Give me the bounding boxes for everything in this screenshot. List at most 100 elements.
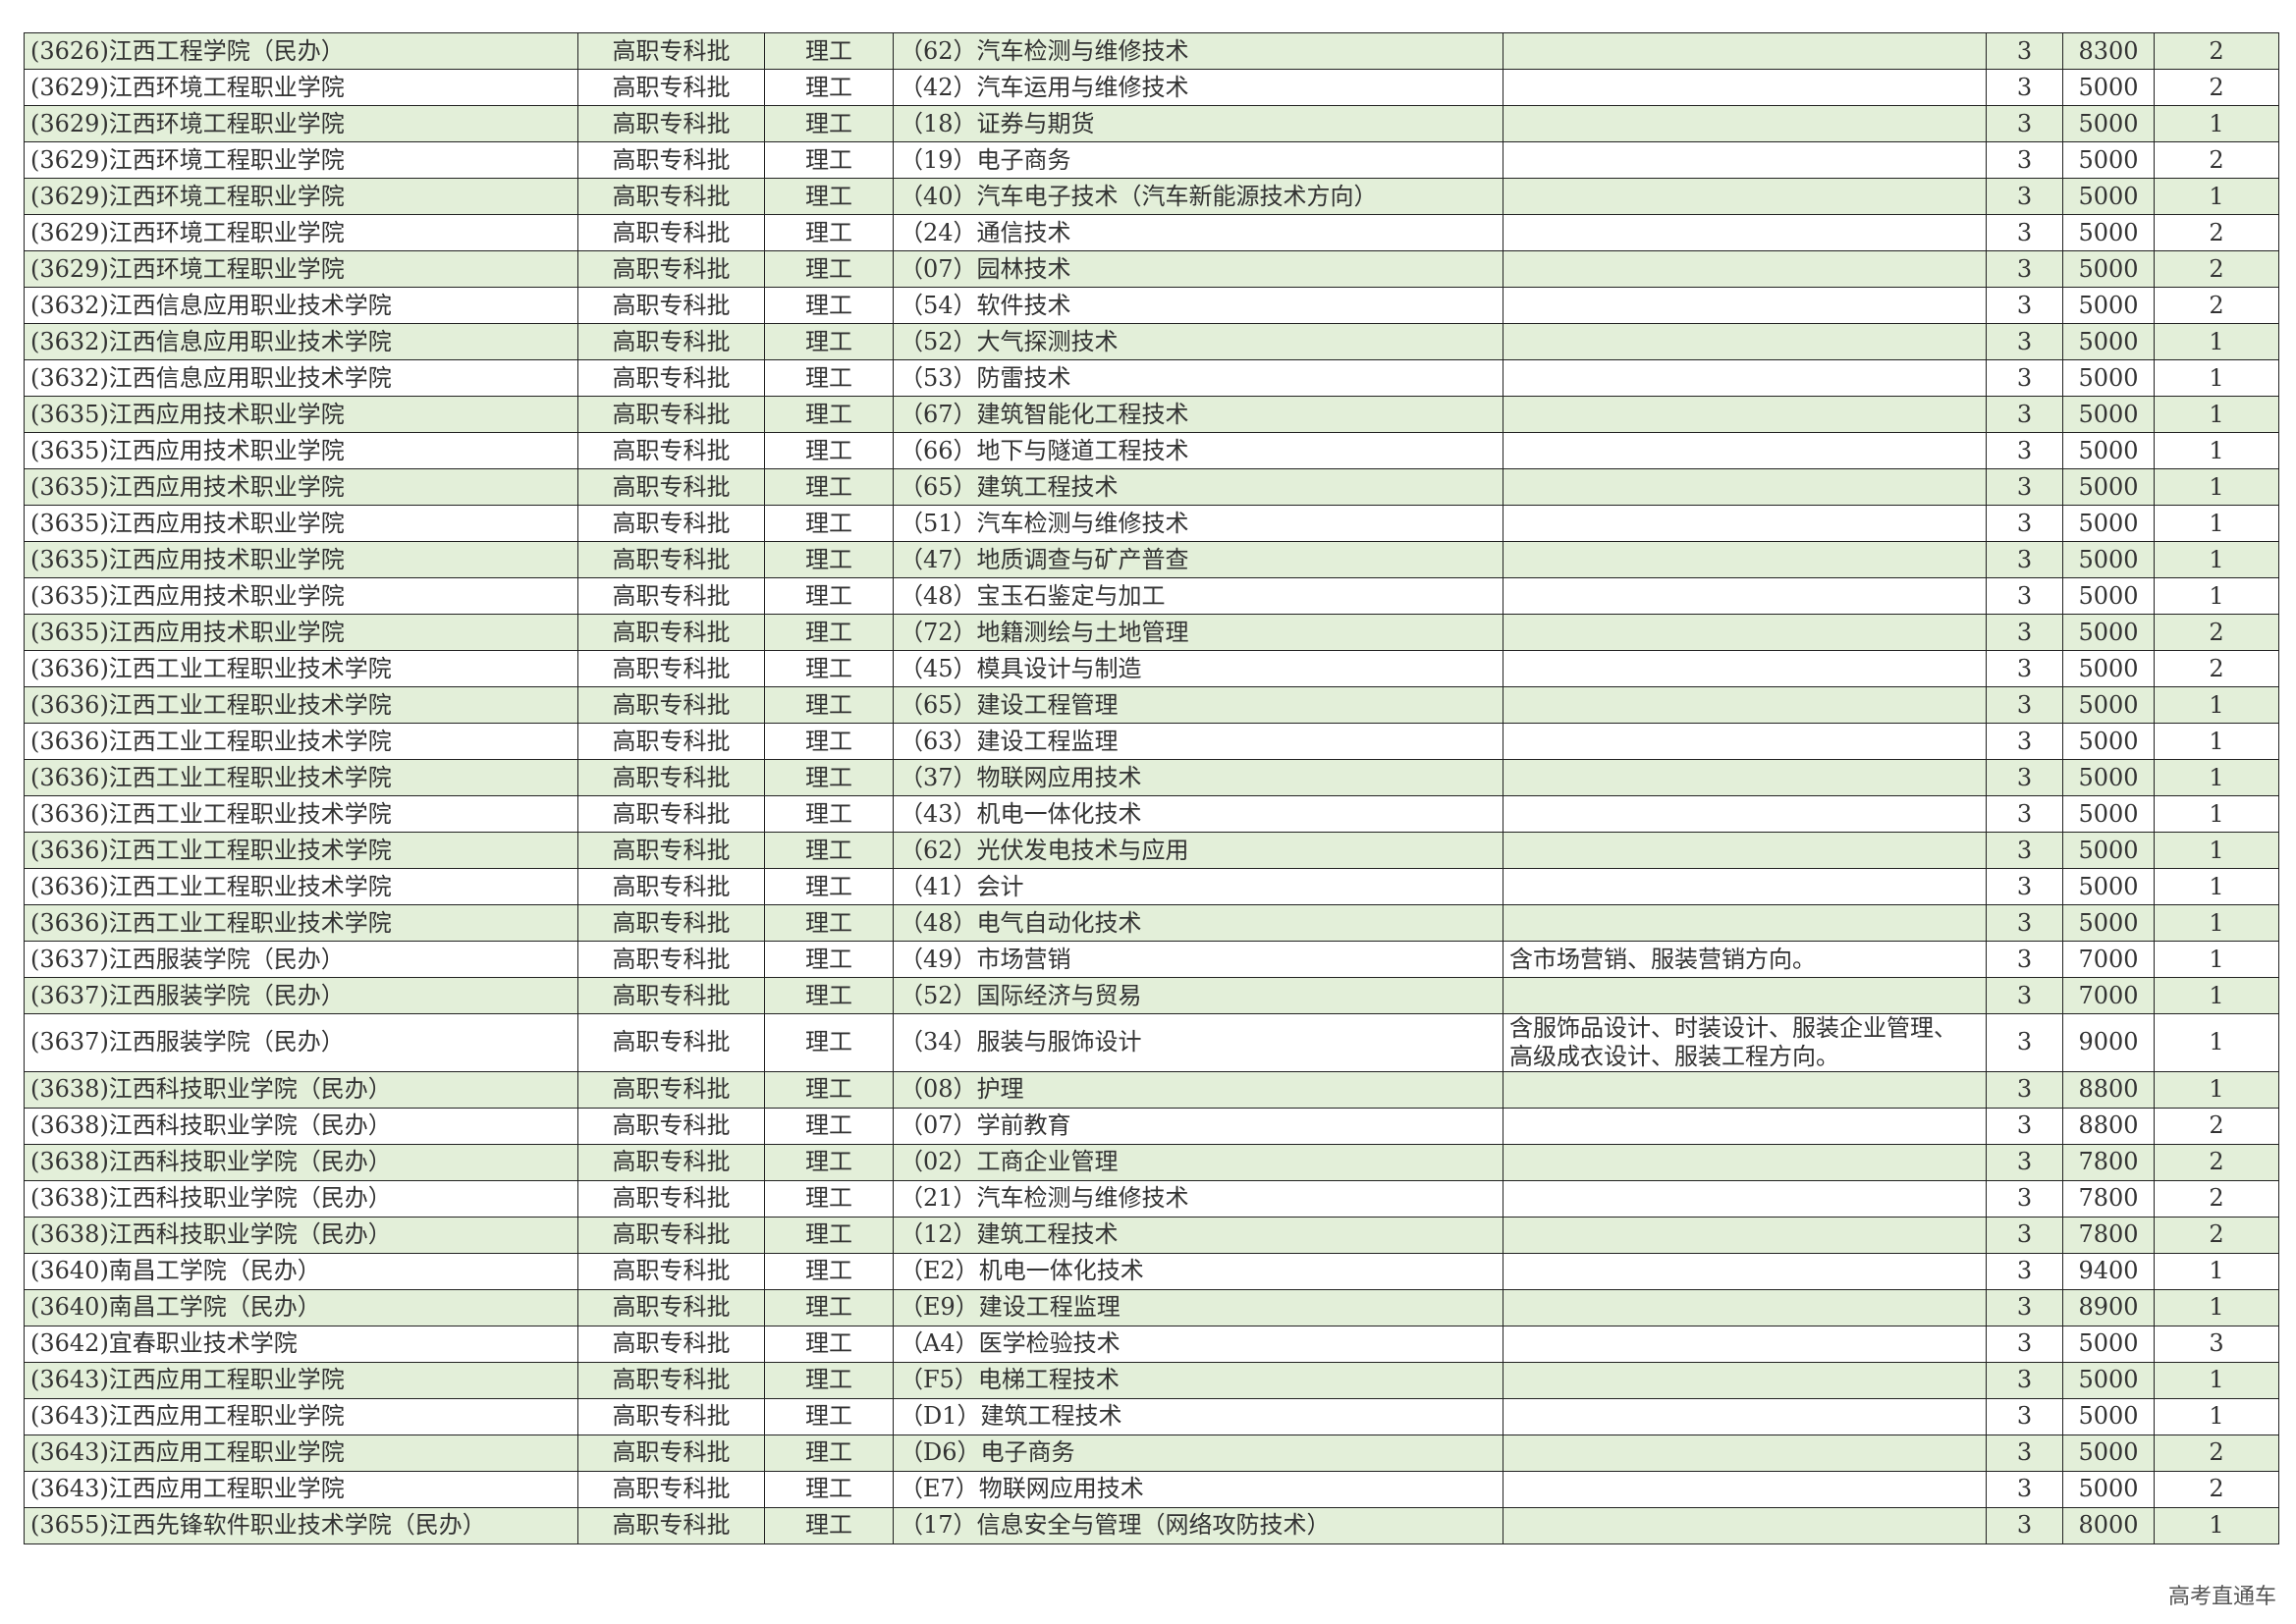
school-cell: (3636)江西工业工程职业技术学院: [24, 686, 578, 724]
years-cell: 3: [1986, 1013, 2063, 1072]
years-cell: 3: [1986, 323, 2063, 360]
table-row: (3642)宜春职业技术学院 高职专科批 理工 （A4）医学检验技术 3 5000 3: [24, 1325, 2279, 1363]
batch-cell: 高职专科批: [577, 1361, 765, 1399]
fee-cell: 5000: [2062, 359, 2155, 397]
years-cell: 3: [1986, 1070, 2063, 1109]
fee-cell: 5000: [2062, 69, 2155, 106]
major-cell: （A4）医学检验技术: [893, 1325, 1503, 1363]
school-cell: (3626)江西工程学院（民办）: [24, 32, 578, 70]
type-cell: 理工: [764, 1070, 894, 1109]
type-cell: 理工: [764, 1361, 894, 1399]
count-cell: 2: [2154, 287, 2279, 324]
school-cell: (3643)江西应用工程职业学院: [24, 1361, 578, 1399]
note-cell: [1503, 1252, 1987, 1290]
school-cell: (3640)南昌工学院（民办）: [24, 1252, 578, 1290]
table-row: (3636)江西工业工程职业技术学院 高职专科批 理工 （37）物联网应用技术 3 500…: [24, 759, 2279, 796]
note-cell: [1503, 723, 1987, 760]
type-cell: 理工: [764, 323, 894, 360]
table-row: (3635)江西应用技术职业学院 高职专科批 理工 （48）宝玉石鉴定与加工 3 5000…: [24, 577, 2279, 615]
note-cell: [1503, 759, 1987, 796]
count-cell: 1: [2154, 178, 2279, 215]
count-cell: 1: [2154, 723, 2279, 760]
school-cell: (3636)江西工业工程职业技术学院: [24, 795, 578, 833]
school-cell: (3637)江西服装学院（民办）: [24, 941, 578, 978]
type-cell: 理工: [764, 795, 894, 833]
table-row: (3640)南昌工学院（民办） 高职专科批 理工 （E2）机电一体化技术 3 9400 1: [24, 1252, 2279, 1290]
table-row: (3636)江西工业工程职业技术学院 高职专科批 理工 （48）电气自动化技术 3 500…: [24, 904, 2279, 942]
fee-cell: 5000: [2062, 178, 2155, 215]
years-cell: 3: [1986, 178, 2063, 215]
school-cell: (3637)江西服装学院（民办）: [24, 977, 578, 1014]
major-cell: （51）汽车检测与维修技术: [893, 505, 1503, 542]
major-cell: （54）软件技术: [893, 287, 1503, 324]
batch-cell: 高职专科批: [577, 1325, 765, 1363]
school-cell: (3636)江西工业工程职业技术学院: [24, 904, 578, 942]
table-row: (3629)江西环境工程职业学院 高职专科批 理工 （42）汽车运用与维修技术 3 500…: [24, 69, 2279, 106]
fee-cell: 5000: [2062, 577, 2155, 615]
note-cell: [1503, 323, 1987, 360]
note-cell: [1503, 250, 1987, 288]
major-cell: （24）通信技术: [893, 214, 1503, 251]
fee-cell: 5000: [2062, 541, 2155, 578]
batch-cell: 高职专科批: [577, 69, 765, 106]
major-cell: （42）汽车运用与维修技术: [893, 69, 1503, 106]
count-cell: 1: [2154, 432, 2279, 469]
table-row: (3635)江西应用技术职业学院 高职专科批 理工 （51）汽车检测与维修技术 3 500…: [24, 505, 2279, 542]
major-cell: （72）地籍测绘与土地管理: [893, 614, 1503, 651]
batch-cell: 高职专科批: [577, 1506, 765, 1544]
school-cell: (3629)江西环境工程职业学院: [24, 250, 578, 288]
type-cell: 理工: [764, 250, 894, 288]
school-cell: (3636)江西工业工程职业技术学院: [24, 759, 578, 796]
years-cell: 3: [1986, 1107, 2063, 1145]
fee-cell: 8300: [2062, 32, 2155, 70]
fee-cell: 8000: [2062, 1506, 2155, 1544]
fee-cell: 5000: [2062, 468, 2155, 506]
school-cell: (3643)江西应用工程职业学院: [24, 1397, 578, 1435]
note-cell: [1503, 359, 1987, 397]
note-cell: [1503, 105, 1987, 142]
years-cell: 3: [1986, 614, 2063, 651]
type-cell: 理工: [764, 287, 894, 324]
table-row: (3643)江西应用工程职业学院 高职专科批 理工 （E7）物联网应用技术 3 5000 2: [24, 1470, 2279, 1508]
count-cell: 2: [2154, 1434, 2279, 1472]
batch-cell: 高职专科批: [577, 1013, 765, 1072]
note-cell: [1503, 868, 1987, 905]
fee-cell: 5000: [2062, 759, 2155, 796]
note-cell: [1503, 396, 1987, 433]
school-cell: (3635)江西应用技术职业学院: [24, 396, 578, 433]
type-cell: 理工: [764, 577, 894, 615]
count-cell: 1: [2154, 941, 2279, 978]
school-cell: (3638)江西科技职业学院（民办）: [24, 1179, 578, 1218]
years-cell: 3: [1986, 1506, 2063, 1544]
count-cell: 1: [2154, 1397, 2279, 1435]
years-cell: 3: [1986, 505, 2063, 542]
major-cell: （34）服装与服饰设计: [893, 1013, 1503, 1072]
type-cell: 理工: [764, 69, 894, 106]
table-row: (3637)江西服装学院（民办） 高职专科批 理工 （52）国际经济与贸易 3 7000 1: [24, 977, 2279, 1014]
major-cell: （62）光伏发电技术与应用: [893, 832, 1503, 869]
years-cell: 3: [1986, 32, 2063, 70]
major-cell: （12）建筑工程技术: [893, 1216, 1503, 1254]
years-cell: 3: [1986, 941, 2063, 978]
school-cell: (3640)南昌工学院（民办）: [24, 1288, 578, 1326]
count-cell: 1: [2154, 505, 2279, 542]
table-row: (3643)江西应用工程职业学院 高职专科批 理工 （D6）电子商务 3 5000 2: [24, 1434, 2279, 1472]
fee-cell: 5000: [2062, 686, 2155, 724]
type-cell: 理工: [764, 141, 894, 179]
school-cell: (3635)江西应用技术职业学院: [24, 468, 578, 506]
count-cell: 2: [2154, 1216, 2279, 1254]
note-cell: [1503, 432, 1987, 469]
school-cell: (3637)江西服装学院（民办）: [24, 1013, 578, 1072]
table-row: (3636)江西工业工程职业技术学院 高职专科批 理工 （65）建设工程管理 3 5000…: [24, 686, 2279, 724]
fee-cell: 5000: [2062, 214, 2155, 251]
type-cell: 理工: [764, 1179, 894, 1218]
batch-cell: 高职专科批: [577, 396, 765, 433]
type-cell: 理工: [764, 359, 894, 397]
table-row: (3636)江西工业工程职业技术学院 高职专科批 理工 （43）机电一体化技术 3 500…: [24, 795, 2279, 833]
note-cell: [1503, 904, 1987, 942]
major-cell: （02）工商企业管理: [893, 1143, 1503, 1181]
type-cell: 理工: [764, 1288, 894, 1326]
school-cell: (3629)江西环境工程职业学院: [24, 69, 578, 106]
count-cell: 2: [2154, 32, 2279, 70]
type-cell: 理工: [764, 1325, 894, 1363]
